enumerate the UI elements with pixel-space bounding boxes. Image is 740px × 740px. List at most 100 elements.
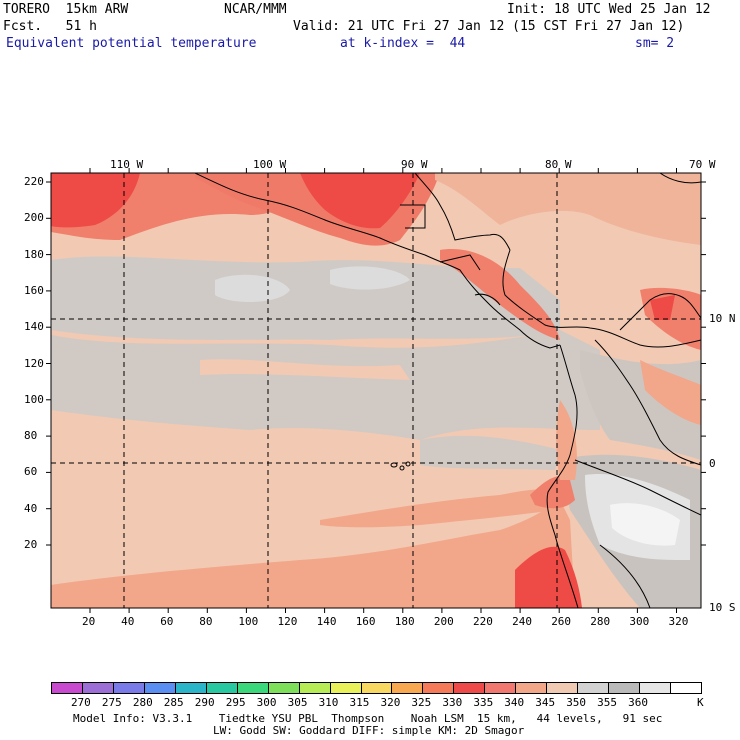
model-title: TORERO 15km ARW [3, 2, 129, 17]
colorbar-label: 280 [132, 696, 153, 709]
warm-spot-ecuador [530, 475, 575, 509]
colorbar-swatch [391, 682, 424, 694]
colorbar-swatch [577, 682, 610, 694]
field-name: Equivalent potential temperature [6, 36, 257, 51]
colorbar-label: 305 [287, 696, 308, 709]
pacific-coastline [194, 173, 561, 349]
plot-frame [50, 172, 702, 609]
lightest-region-amazon [610, 503, 680, 546]
y-tick-label: 220 [24, 175, 44, 188]
colorbar-label: 295 [225, 696, 246, 709]
axis-ticks [46, 168, 706, 613]
center-label: NCAR/MMM [224, 2, 287, 17]
lon-label-80w: 80 W [545, 158, 572, 171]
colorbar-swatch [267, 682, 300, 694]
x-tick-label: 200 [433, 615, 454, 628]
valid-time: Valid: 21 UTC Fri 27 Jan 12 (15 CST Fri … [293, 19, 685, 34]
warm-strip-east [640, 360, 701, 425]
x-tick-label: 100 [238, 615, 259, 628]
colorbar-label: 275 [101, 696, 122, 709]
warm-streak-south [320, 489, 555, 528]
colorbar-label: 350 [566, 696, 587, 709]
hot-core-mexico [300, 173, 420, 229]
x-tick-label: 240 [512, 615, 532, 628]
colorbar-swatch [236, 682, 269, 694]
colorbar-label: 325 [411, 696, 432, 709]
coastlines [194, 173, 701, 608]
colorbar-label: 315 [349, 696, 370, 709]
init-time: Init: 18 UTC Wed 25 Jan 12 [507, 2, 711, 17]
lake-nicaragua [474, 293, 501, 306]
colorbar-swatch [639, 682, 672, 694]
colorbar-swatch [608, 682, 641, 694]
country-border [594, 339, 701, 466]
x-tick-label: 260 [551, 615, 572, 628]
colorbar-label: 330 [442, 696, 463, 709]
country-border [574, 459, 701, 516]
lon-label-90w: 90 W [401, 158, 428, 171]
x-tick-label: 140 [316, 615, 337, 628]
lat-label-equator: 0 [709, 457, 716, 470]
galapagos-island [405, 461, 411, 467]
x-tick-label: 20 [82, 615, 96, 628]
lat-label-10n: 10 N [709, 312, 736, 325]
colorbar-label: 345 [535, 696, 556, 709]
x-tick-label: 80 [199, 615, 213, 628]
y-tick-label: 160 [24, 283, 44, 297]
x-tick-label: 220 [473, 615, 493, 628]
model-info-line2: LW: Godd SW: Goddard DIFF: simple KM: 2D… [213, 724, 525, 737]
colorbar-label: 285 [163, 696, 184, 709]
colorbar-label: 320 [380, 696, 401, 709]
y-tick-label: 120 [24, 356, 44, 370]
warm-strip-coast [556, 400, 577, 480]
lat-label-10s: 10 S [709, 601, 736, 614]
south-america-pacific-coast [546, 344, 579, 608]
y-tick-label: 140 [24, 320, 44, 334]
venezuela-coast [619, 293, 701, 331]
colorbar-swatch [51, 682, 83, 694]
colorbar-swatch [515, 682, 548, 694]
hot-spot-peru-coast [515, 546, 582, 608]
hot-spot-venezuela [650, 295, 675, 320]
colorbar-label: 300 [256, 696, 277, 709]
warm-region-central-america [440, 249, 560, 340]
model-info-line1: Model Info: V3.3.1 Tiedtke YSU PBL Thomp… [73, 712, 663, 725]
colorbar-label: 355 [597, 696, 618, 709]
graticule [51, 173, 701, 608]
x-tick-label: 280 [590, 615, 611, 628]
colorbar-label: 270 [70, 696, 91, 709]
light-grey-spot [330, 266, 410, 290]
x-tick-label: 300 [629, 615, 650, 628]
colorbar-swatch [205, 682, 238, 694]
warm-streak [200, 359, 410, 380]
x-tick-label: 180 [394, 615, 415, 628]
gulf-coastline [414, 173, 511, 251]
y-tick-label: 80 [24, 429, 38, 443]
y-tick-label: 200 [24, 211, 44, 225]
colorbar-swatch [143, 682, 176, 694]
light-grey-spot [215, 274, 290, 302]
colorbar-swatch [360, 682, 393, 694]
colorbar-swatch [546, 682, 579, 694]
caribbean-coastline [502, 249, 701, 348]
x-tick-label: 40 [121, 615, 135, 628]
warm-region-caribbean [435, 173, 701, 245]
lon-label-100w: 100 W [253, 158, 287, 171]
x-tick-label: 60 [160, 615, 174, 628]
colorbar-swatch [81, 682, 114, 694]
colorbar-swatch [670, 682, 702, 694]
country-border [439, 254, 481, 271]
lon-label-110w: 110 W [110, 158, 144, 171]
colorbar-swatch [298, 682, 331, 694]
level-label: at k-index = 44 [340, 36, 466, 51]
colorbar-swatch [484, 682, 517, 694]
forecast-hour: Fcst. 51 h [3, 19, 97, 34]
smoothing-label: sm= 2 [635, 36, 675, 51]
colorbar-swatch [453, 682, 486, 694]
colorbar-unit: K [697, 696, 704, 709]
x-tick-label: 160 [355, 615, 376, 628]
warm-band-south [51, 500, 575, 608]
colorbar-label: 335 [473, 696, 494, 709]
caribbean-island [659, 173, 701, 184]
colorbar-swatch [112, 682, 145, 694]
